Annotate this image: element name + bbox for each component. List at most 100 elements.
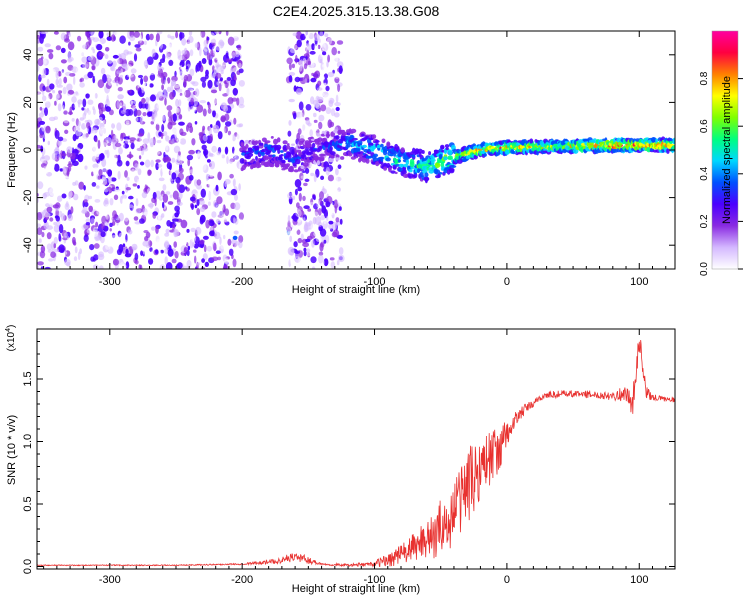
- signal-cell: [306, 142, 312, 148]
- noise-cell: [170, 35, 175, 40]
- noise-cell: [145, 231, 151, 239]
- noise-cell: [84, 31, 90, 37]
- noise-cell: [302, 214, 307, 221]
- noise-cell: [205, 173, 209, 182]
- noise-cell: [123, 212, 130, 222]
- noise-cell: [316, 96, 324, 103]
- colorbar-tick-label: 0.4: [699, 166, 710, 180]
- noise-cell: [305, 104, 312, 111]
- noise-cell: [327, 54, 330, 63]
- noise-cell: [167, 210, 174, 217]
- noise-cell: [336, 40, 344, 45]
- noise-cell: [164, 47, 171, 52]
- noise-cell: [177, 69, 181, 76]
- noise-cell: [142, 80, 146, 89]
- noise-cell: [316, 87, 323, 91]
- noise-cell: [310, 198, 314, 206]
- noise-cell: [226, 58, 234, 63]
- noise-cell: [335, 217, 340, 223]
- noise-cell: [303, 217, 306, 224]
- noise-cell: [85, 50, 89, 55]
- noise-cell: [92, 75, 96, 84]
- signal-cell: [529, 138, 534, 144]
- noise-cell: [234, 51, 240, 58]
- noise-cell: [238, 235, 244, 244]
- noise-cell: [310, 77, 317, 83]
- noise-cell: [63, 110, 68, 115]
- noise-cell: [176, 201, 183, 206]
- noise-cell: [300, 175, 306, 179]
- noise-cell: [91, 127, 98, 134]
- noise-cell: [200, 31, 206, 38]
- noise-cell: [39, 106, 43, 111]
- noise-cell: [238, 96, 245, 106]
- noise-cell: [164, 40, 169, 46]
- noise-cell: [133, 53, 138, 62]
- noise-cell: [175, 107, 180, 114]
- noise-cell: [147, 103, 151, 112]
- noise-cell: [181, 49, 187, 55]
- noise-cell: [176, 138, 182, 143]
- noise-cell: [179, 31, 183, 41]
- noise-cell: [66, 98, 70, 104]
- signal-cell: [374, 139, 380, 143]
- noise-cell: [310, 223, 318, 232]
- noise-cell: [191, 138, 196, 146]
- noise-cell: [117, 87, 123, 92]
- noise-cell: [152, 87, 158, 96]
- noise-cell: [206, 36, 210, 41]
- signal-cell: [449, 168, 455, 174]
- snr-multiplier: (x104): [5, 325, 17, 352]
- noise-cell: [133, 31, 140, 38]
- noise-cell: [134, 260, 139, 265]
- noise-cell: [210, 49, 214, 57]
- noise-cell: [62, 166, 68, 174]
- noise-cell: [297, 237, 303, 244]
- noise-cell: [125, 261, 130, 269]
- noise-cell: [81, 255, 88, 260]
- noise-cell: [170, 79, 176, 86]
- noise-cell: [86, 161, 92, 169]
- noise-cell: [311, 239, 315, 248]
- signal-cell: [400, 147, 405, 153]
- noise-cell: [165, 262, 173, 269]
- noise-cell: [319, 75, 326, 81]
- signal-cell: [295, 158, 301, 165]
- noise-cell: [97, 175, 102, 180]
- noise-cell: [151, 113, 156, 123]
- noise-cell: [306, 49, 310, 57]
- noise-cell: [231, 51, 236, 59]
- noise-cell: [114, 76, 120, 84]
- noise-cell: [190, 105, 194, 110]
- x-tick-label: -100: [364, 276, 386, 288]
- noise-cell: [52, 131, 55, 140]
- noise-cell: [202, 253, 208, 261]
- signal-cell: [424, 177, 428, 184]
- noise-cell: [222, 254, 228, 262]
- signal-cell: [381, 138, 386, 144]
- noise-cell: [334, 76, 340, 84]
- noise-cell: [166, 86, 171, 93]
- noise-cell: [160, 76, 165, 84]
- noise-cell: [64, 258, 71, 266]
- noise-cell: [214, 51, 221, 61]
- noise-cell: [202, 164, 209, 174]
- noise-cell: [154, 241, 161, 245]
- noise-cell: [326, 60, 329, 68]
- noise-cell: [142, 240, 149, 247]
- noise-cell: [199, 119, 206, 124]
- noise-cell: [296, 39, 302, 48]
- noise-cell: [314, 262, 321, 269]
- noise-cell: [229, 173, 234, 179]
- noise-cell: [325, 166, 330, 176]
- signal-cell: [300, 164, 305, 170]
- colorbar-gradient: [712, 31, 738, 269]
- noise-cell: [77, 101, 81, 108]
- signal-cell: [671, 145, 675, 151]
- signal-cell: [440, 144, 445, 150]
- noise-cell: [338, 206, 342, 211]
- noise-cell: [295, 209, 302, 218]
- noise-cell: [44, 43, 51, 48]
- noise-cell: [37, 227, 43, 236]
- snr-series-line: [37, 339, 675, 568]
